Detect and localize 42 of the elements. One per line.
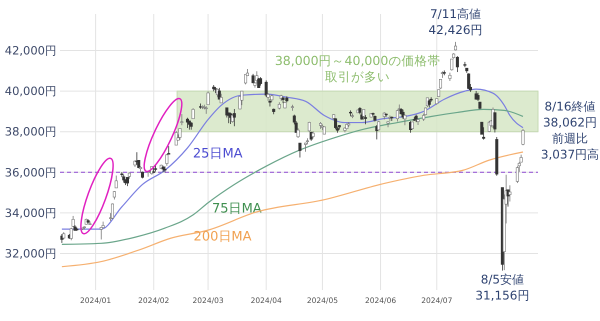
candlestick: [456, 56, 459, 72]
candlestick: [240, 90, 244, 106]
candlestick: [296, 128, 300, 138]
candlestick: [244, 74, 248, 85]
candlestick: [114, 175, 118, 188]
candlestick: [290, 104, 294, 112]
candlestick: [349, 110, 352, 117]
candlestick: [180, 114, 184, 126]
line-series: [61, 108, 524, 245]
candlestick: [192, 108, 195, 120]
series-label: 25日MA: [192, 146, 243, 162]
candlestick: [364, 114, 368, 125]
y-tick-label: 40,000円: [4, 84, 57, 98]
annotation: 7/11高値42,426円: [428, 6, 483, 37]
candlestick: [264, 80, 268, 98]
line-series: [61, 88, 524, 230]
y-tick-label: 42,000円: [4, 44, 57, 58]
y-tick-label: 36,000円: [4, 165, 57, 180]
candlestick: [403, 114, 406, 126]
candlestick: [306, 138, 309, 145]
candlestick: [508, 184, 512, 202]
candlestick: [139, 166, 142, 173]
band-label: 38,000円～40,000の価格帯取引が多い: [274, 53, 440, 84]
y-tick-label: 32,000円: [4, 246, 57, 260]
candlestick: [100, 226, 103, 240]
y-tick-label: 34,000円: [4, 206, 57, 220]
y-tick-label: 38,000円: [4, 124, 57, 139]
candlestick: [493, 112, 496, 133]
candlestick: [516, 166, 519, 184]
candlestick: [220, 93, 223, 104]
candlestick: [268, 98, 272, 107]
candlestick: [521, 128, 525, 146]
series-label: 75日MA: [212, 202, 262, 217]
annotation: 8/5安値31,156円: [475, 272, 530, 303]
annotation: 8/16終値38,062円前週比3,037円高: [540, 99, 600, 162]
candlestick: [206, 90, 210, 106]
candlestick: [304, 142, 308, 152]
candlestick: [298, 142, 302, 158]
candlestick: [88, 221, 92, 225]
series-label: 200日MA: [194, 229, 252, 244]
candlestick: [110, 202, 114, 220]
candlestick: [165, 154, 168, 166]
